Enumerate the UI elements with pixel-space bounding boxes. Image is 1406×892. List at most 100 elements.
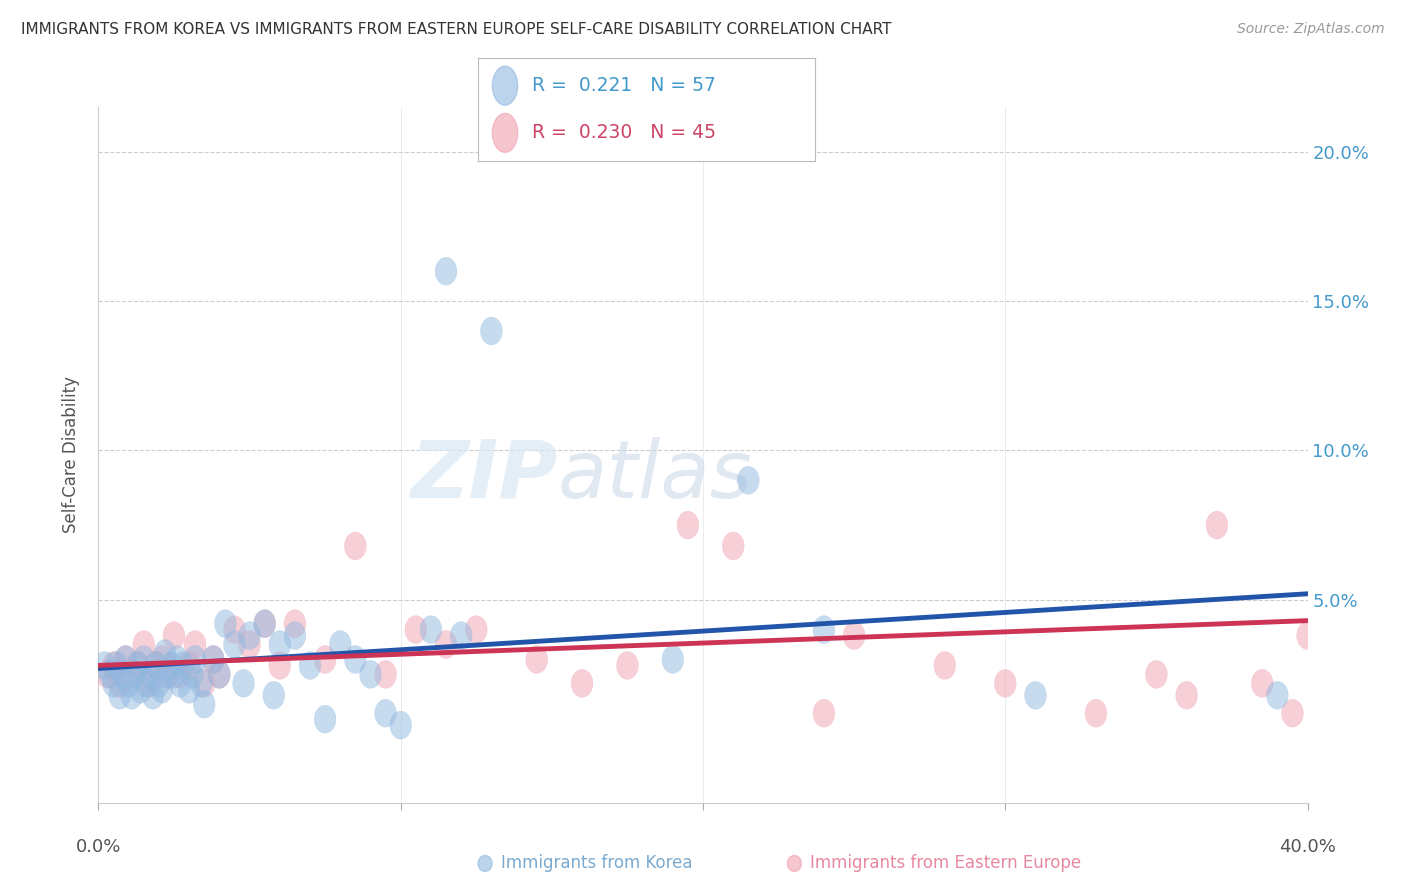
- Ellipse shape: [208, 660, 231, 689]
- Ellipse shape: [127, 651, 149, 680]
- Ellipse shape: [662, 646, 683, 673]
- Ellipse shape: [108, 669, 131, 698]
- Ellipse shape: [215, 610, 236, 638]
- Ellipse shape: [239, 631, 260, 658]
- Ellipse shape: [103, 669, 124, 698]
- Ellipse shape: [208, 660, 231, 689]
- Ellipse shape: [134, 646, 155, 673]
- Ellipse shape: [315, 646, 336, 673]
- Ellipse shape: [738, 467, 759, 494]
- Text: Immigrants from Eastern Europe: Immigrants from Eastern Europe: [810, 855, 1081, 872]
- Ellipse shape: [179, 651, 200, 680]
- Ellipse shape: [1282, 699, 1303, 727]
- Ellipse shape: [284, 622, 305, 649]
- Ellipse shape: [184, 631, 207, 658]
- Ellipse shape: [813, 615, 835, 643]
- Ellipse shape: [375, 660, 396, 689]
- Ellipse shape: [526, 646, 547, 673]
- Ellipse shape: [344, 646, 366, 673]
- Ellipse shape: [190, 669, 212, 698]
- Ellipse shape: [115, 646, 136, 673]
- Text: R =  0.221   N = 57: R = 0.221 N = 57: [531, 76, 716, 95]
- Ellipse shape: [127, 651, 149, 680]
- Ellipse shape: [450, 622, 472, 649]
- Ellipse shape: [121, 660, 142, 689]
- Ellipse shape: [181, 660, 202, 689]
- Ellipse shape: [254, 610, 276, 638]
- Ellipse shape: [239, 622, 260, 649]
- Ellipse shape: [129, 675, 152, 703]
- Text: IMMIGRANTS FROM KOREA VS IMMIGRANTS FROM EASTERN EUROPE SELF-CARE DISABILITY COR: IMMIGRANTS FROM KOREA VS IMMIGRANTS FROM…: [21, 22, 891, 37]
- Ellipse shape: [108, 681, 131, 709]
- Ellipse shape: [124, 660, 146, 689]
- Ellipse shape: [492, 66, 517, 105]
- Ellipse shape: [1025, 681, 1046, 709]
- Ellipse shape: [420, 615, 441, 643]
- Ellipse shape: [1085, 699, 1107, 727]
- Ellipse shape: [103, 651, 124, 680]
- Ellipse shape: [934, 651, 956, 680]
- Ellipse shape: [172, 651, 194, 680]
- Ellipse shape: [329, 631, 352, 658]
- Ellipse shape: [150, 646, 173, 673]
- Ellipse shape: [139, 660, 160, 689]
- Ellipse shape: [994, 669, 1017, 698]
- Ellipse shape: [465, 615, 486, 643]
- Ellipse shape: [1146, 660, 1167, 689]
- Ellipse shape: [111, 660, 134, 689]
- Ellipse shape: [145, 651, 167, 680]
- Ellipse shape: [1206, 511, 1227, 539]
- Y-axis label: Self-Care Disability: Self-Care Disability: [62, 376, 80, 533]
- Ellipse shape: [142, 681, 163, 709]
- Ellipse shape: [202, 646, 224, 673]
- Ellipse shape: [115, 646, 136, 673]
- Ellipse shape: [344, 533, 366, 560]
- Ellipse shape: [194, 669, 215, 698]
- Ellipse shape: [136, 669, 157, 698]
- Ellipse shape: [224, 615, 245, 643]
- Ellipse shape: [163, 660, 184, 689]
- Ellipse shape: [360, 660, 381, 689]
- Ellipse shape: [813, 699, 835, 727]
- Ellipse shape: [284, 610, 305, 638]
- Ellipse shape: [436, 258, 457, 285]
- Text: Immigrants from Korea: Immigrants from Korea: [501, 855, 692, 872]
- Ellipse shape: [1296, 622, 1319, 649]
- Ellipse shape: [94, 651, 115, 680]
- Ellipse shape: [232, 669, 254, 698]
- Ellipse shape: [179, 675, 200, 703]
- Ellipse shape: [269, 651, 291, 680]
- Ellipse shape: [571, 669, 593, 698]
- Ellipse shape: [224, 631, 245, 658]
- Ellipse shape: [145, 651, 167, 680]
- Ellipse shape: [194, 690, 215, 718]
- Ellipse shape: [163, 622, 184, 649]
- Ellipse shape: [269, 631, 291, 658]
- Ellipse shape: [481, 317, 502, 345]
- Ellipse shape: [105, 651, 128, 680]
- Ellipse shape: [139, 669, 160, 698]
- Ellipse shape: [184, 646, 207, 673]
- Ellipse shape: [155, 640, 176, 667]
- Ellipse shape: [157, 660, 179, 689]
- Ellipse shape: [157, 660, 179, 689]
- Ellipse shape: [389, 711, 412, 739]
- Ellipse shape: [100, 660, 121, 689]
- Ellipse shape: [617, 651, 638, 680]
- Text: Source: ZipAtlas.com: Source: ZipAtlas.com: [1237, 22, 1385, 37]
- Ellipse shape: [299, 651, 321, 680]
- Ellipse shape: [148, 669, 170, 698]
- Text: 40.0%: 40.0%: [1279, 838, 1336, 855]
- Ellipse shape: [150, 675, 173, 703]
- Ellipse shape: [169, 660, 191, 689]
- Ellipse shape: [315, 706, 336, 733]
- Ellipse shape: [1267, 681, 1288, 709]
- Ellipse shape: [405, 615, 426, 643]
- Ellipse shape: [678, 511, 699, 539]
- Ellipse shape: [166, 646, 188, 673]
- Ellipse shape: [1175, 681, 1198, 709]
- Ellipse shape: [1251, 669, 1272, 698]
- Ellipse shape: [118, 669, 139, 698]
- Ellipse shape: [202, 646, 224, 673]
- Ellipse shape: [375, 699, 396, 727]
